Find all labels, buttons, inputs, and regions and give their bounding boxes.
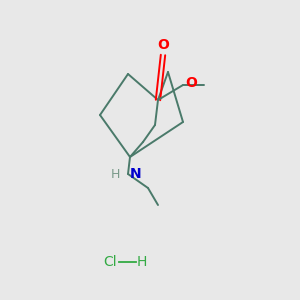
- Text: Cl: Cl: [103, 255, 117, 269]
- Text: O: O: [157, 38, 169, 52]
- Text: H: H: [137, 255, 147, 269]
- Text: N: N: [130, 167, 142, 181]
- Text: O: O: [185, 76, 197, 90]
- Text: H: H: [111, 169, 120, 182]
